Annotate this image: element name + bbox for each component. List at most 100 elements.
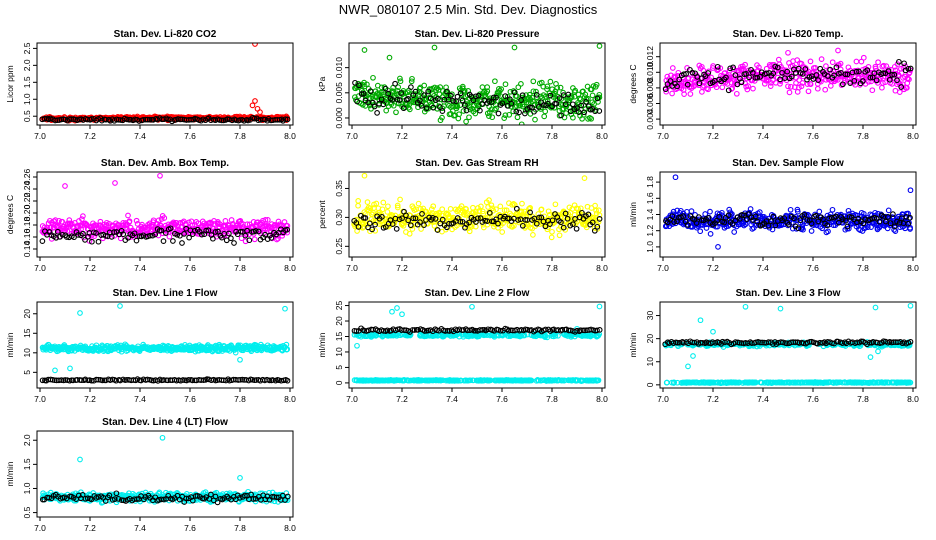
scatter-point (222, 218, 229, 224)
reference-point (851, 78, 858, 84)
scatter-point (475, 205, 481, 211)
y-tick-label: 1.6 (645, 192, 655, 204)
scatter-point (570, 114, 576, 121)
scatter-point (544, 83, 551, 90)
reference-point (108, 234, 115, 240)
scatter-point (671, 73, 678, 80)
reference-point (131, 230, 138, 237)
x-tick-label: 8.0 (907, 131, 919, 141)
reference-point (578, 102, 585, 109)
scatter-point (249, 102, 256, 109)
reference-point (437, 104, 443, 110)
scatter-point (545, 377, 552, 384)
y-tick-label: 0.16 (22, 228, 32, 245)
scatter-point (79, 216, 85, 222)
scatter-point (816, 208, 823, 215)
reference-point (799, 71, 806, 77)
reference-point (63, 234, 70, 240)
reference-point (454, 93, 461, 100)
reference-point (393, 226, 400, 232)
reference-point (833, 213, 839, 220)
scatter-point (822, 86, 829, 93)
x-tick-label: 7.6 (496, 131, 508, 141)
y-tick-label: 5 (334, 365, 344, 370)
reference-point (278, 116, 285, 123)
x-tick-label: 7.0 (34, 131, 46, 141)
reference-point (889, 72, 895, 78)
x-tick-label: 7.4 (446, 131, 458, 141)
reference-point (80, 230, 86, 237)
scatter-point (479, 208, 486, 215)
reference-point (542, 326, 549, 333)
reference-point (896, 219, 903, 226)
reference-point (826, 215, 832, 222)
y-tick-label: 0.006 (645, 93, 655, 115)
reference-point (181, 231, 187, 237)
reference-point (162, 230, 169, 236)
scatter-point (252, 43, 258, 47)
reference-point (736, 215, 743, 222)
reference-point (99, 377, 106, 384)
scatter-point (486, 197, 492, 203)
scatter-point (470, 204, 476, 211)
reference-point (779, 69, 785, 76)
scatter-point (891, 227, 897, 233)
reference-point (502, 93, 509, 99)
reference-point (864, 67, 871, 74)
scatter-point (456, 333, 463, 340)
x-tick-label: 8.0 (596, 131, 608, 141)
reference-point (574, 327, 580, 334)
scatter-point (80, 213, 86, 219)
scatter-point (860, 54, 867, 61)
scatter-point (252, 98, 258, 104)
reference-point (746, 74, 752, 81)
scatter-point (744, 86, 751, 93)
plot-frame (36, 301, 294, 389)
reference-point (421, 328, 428, 334)
scatter-point (547, 78, 554, 85)
scatter-point (581, 175, 588, 181)
scatter-point (593, 207, 599, 214)
scatter-point (542, 108, 549, 115)
scatter-point (390, 102, 397, 109)
reference-point (233, 117, 239, 123)
scatter-point (835, 47, 841, 54)
y-tick-label: 0.005 (334, 82, 344, 104)
reference-point (681, 71, 687, 78)
reference-point (39, 238, 46, 244)
reference-point (58, 116, 65, 123)
reference-point (754, 218, 761, 225)
reference-point (447, 92, 454, 99)
scatter-point (251, 236, 258, 243)
x-tick-label: 7.4 (757, 131, 769, 141)
reference-point (382, 224, 389, 230)
reference-point (556, 95, 563, 101)
scatter-point (688, 208, 695, 214)
scatter-point (793, 80, 799, 86)
scatter-point (707, 208, 713, 215)
scatter-point (733, 90, 740, 97)
scatter-point (238, 235, 245, 242)
scatter-point (56, 217, 62, 224)
x-tick-label: 7.2 (707, 263, 719, 273)
scatter-point (158, 216, 165, 222)
reference-point (284, 377, 291, 384)
scatter-point (587, 333, 594, 339)
reference-point (856, 68, 862, 75)
scatter-point (479, 377, 485, 384)
x-tick-label: 7.0 (34, 394, 46, 404)
scatter-point (484, 88, 491, 95)
scatter-point (519, 103, 526, 110)
reference-point (880, 70, 887, 77)
scatter-point (804, 211, 811, 218)
reference-point (89, 238, 95, 245)
reference-point (486, 98, 492, 105)
scatter-point (596, 303, 603, 310)
scatter-point (554, 84, 561, 91)
reference-point (562, 101, 569, 108)
reference-point (434, 227, 441, 233)
reference-point (579, 209, 585, 216)
reference-point (160, 238, 167, 244)
